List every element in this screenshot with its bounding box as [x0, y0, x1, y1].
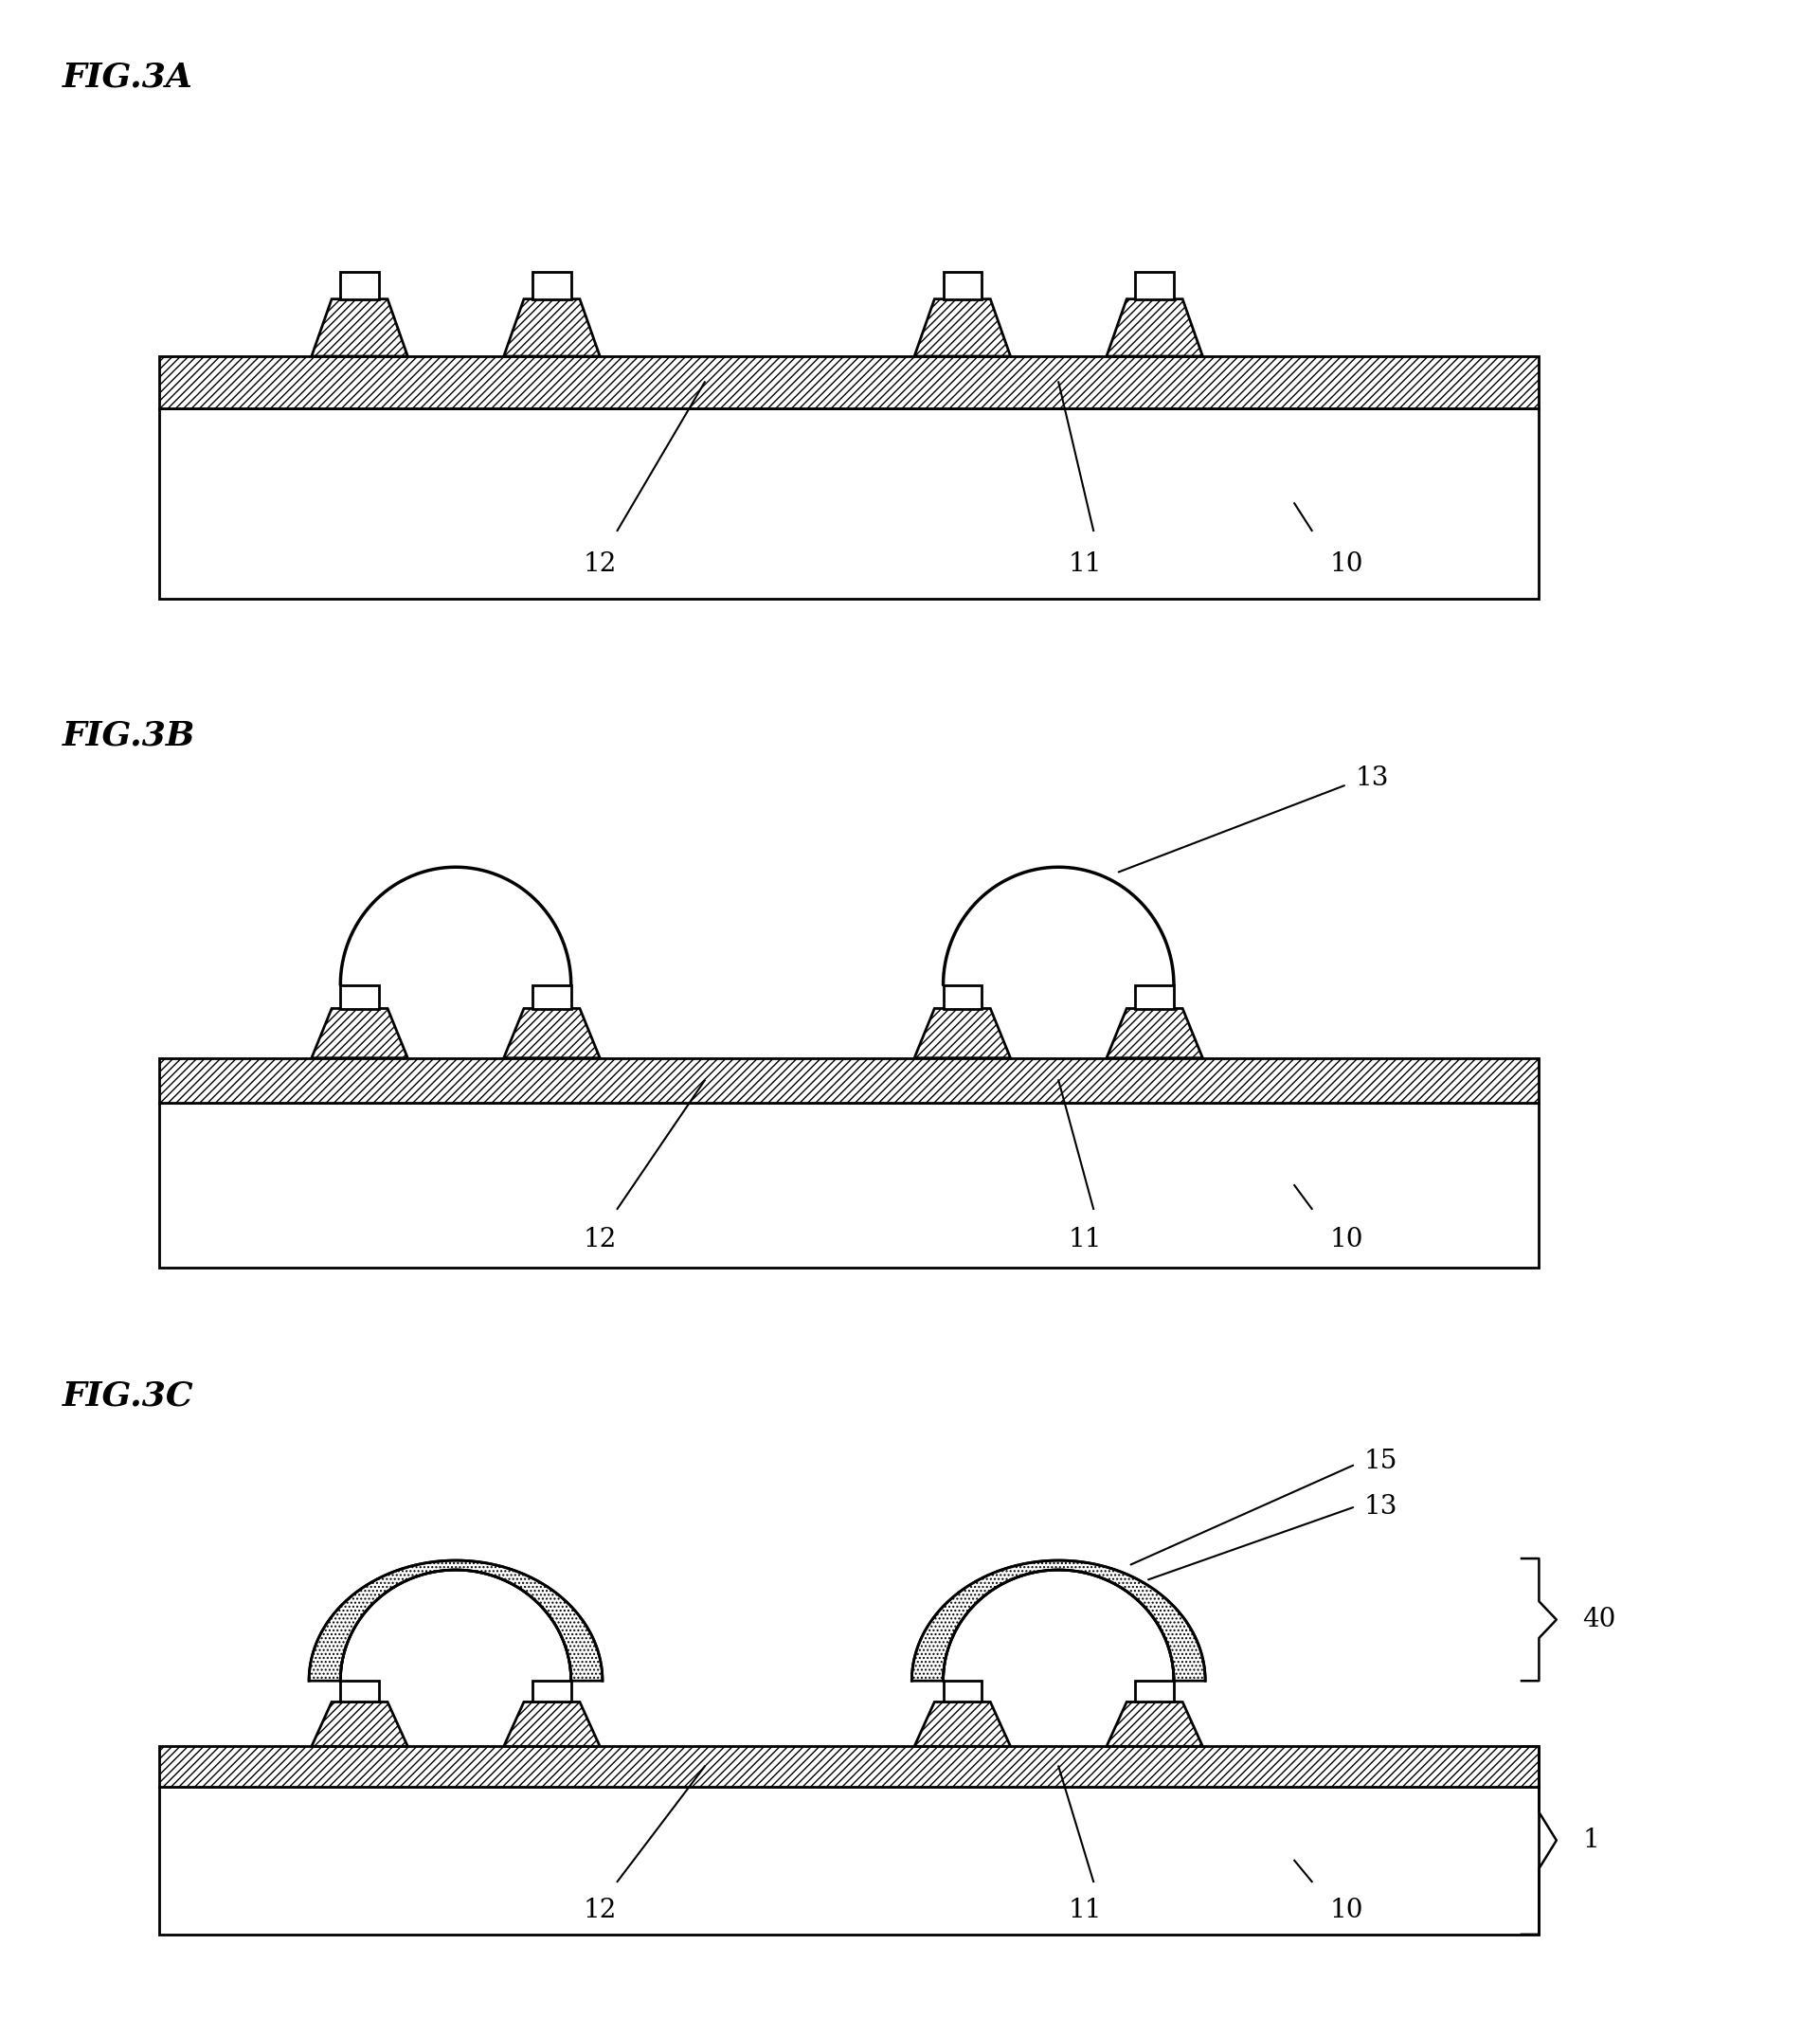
Text: 12: 12 [582, 1898, 617, 1922]
Text: 12: 12 [582, 551, 617, 577]
Polygon shape [311, 1008, 408, 1059]
Polygon shape [533, 272, 571, 299]
Polygon shape [158, 1787, 1540, 1934]
Polygon shape [340, 1680, 379, 1702]
Polygon shape [914, 1008, 1010, 1059]
Polygon shape [158, 407, 1540, 599]
Polygon shape [1107, 299, 1203, 357]
Polygon shape [943, 272, 981, 299]
Polygon shape [504, 1702, 601, 1747]
Polygon shape [943, 1680, 981, 1702]
Polygon shape [1136, 1680, 1174, 1702]
Text: 10: 10 [1329, 551, 1363, 577]
Polygon shape [340, 984, 379, 1008]
Text: 40: 40 [1583, 1608, 1616, 1632]
Text: FIG.3C: FIG.3C [62, 1380, 195, 1412]
Polygon shape [504, 1008, 601, 1059]
Polygon shape [158, 1059, 1540, 1103]
Polygon shape [1136, 984, 1174, 1008]
Polygon shape [309, 1561, 602, 1680]
Text: 10: 10 [1329, 1226, 1363, 1253]
Polygon shape [158, 357, 1540, 407]
Text: 1: 1 [1583, 1827, 1600, 1854]
Text: 11: 11 [1068, 1898, 1101, 1922]
Text: 13: 13 [1356, 766, 1389, 791]
Polygon shape [912, 1561, 1205, 1680]
Text: 11: 11 [1068, 551, 1101, 577]
Text: 15: 15 [1365, 1448, 1398, 1474]
Polygon shape [914, 299, 1010, 357]
Text: 10: 10 [1329, 1898, 1363, 1922]
Polygon shape [1107, 1008, 1203, 1059]
Polygon shape [533, 1680, 571, 1702]
Text: 11: 11 [1068, 1226, 1101, 1253]
Polygon shape [158, 1747, 1540, 1787]
Text: FIG.3A: FIG.3A [62, 61, 193, 93]
Text: 13: 13 [1365, 1495, 1398, 1519]
Polygon shape [340, 272, 379, 299]
Polygon shape [504, 299, 601, 357]
Text: 12: 12 [582, 1226, 617, 1253]
Polygon shape [311, 1702, 408, 1747]
Polygon shape [1136, 272, 1174, 299]
Polygon shape [943, 984, 981, 1008]
Polygon shape [311, 299, 408, 357]
Polygon shape [158, 1103, 1540, 1269]
Polygon shape [914, 1702, 1010, 1747]
Polygon shape [1107, 1702, 1203, 1747]
Polygon shape [533, 984, 571, 1008]
Text: FIG.3B: FIG.3B [62, 720, 195, 752]
